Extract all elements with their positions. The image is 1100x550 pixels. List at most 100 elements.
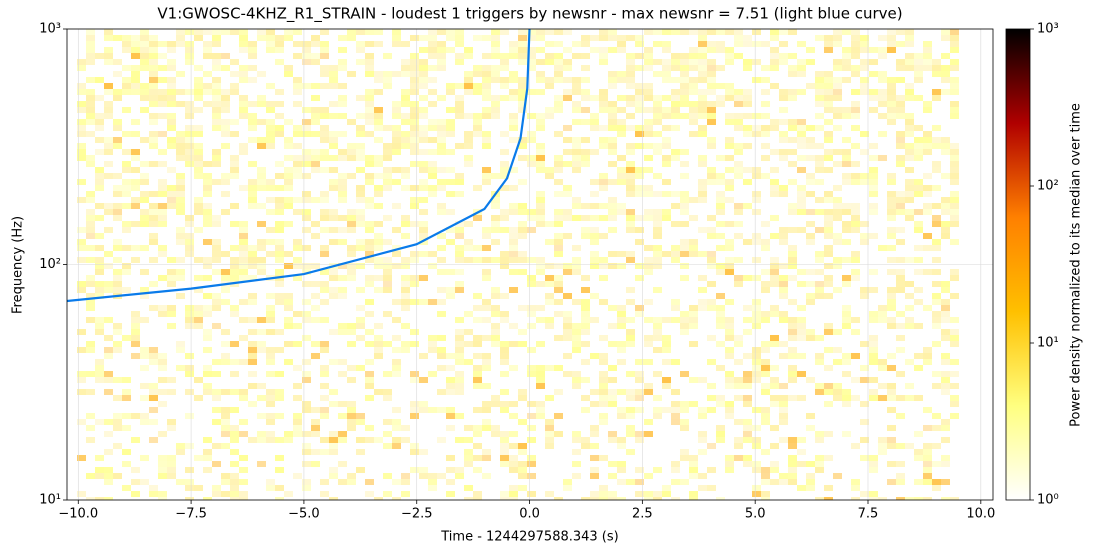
texture-cell [671, 305, 680, 311]
texture-cell [806, 293, 815, 299]
texture-cell [212, 83, 221, 89]
texture-cell [869, 287, 878, 293]
texture-cell [887, 245, 896, 251]
texture-cell [662, 383, 671, 389]
texture-cell [734, 377, 743, 383]
texture-cell [950, 269, 959, 275]
texture-cell [761, 77, 770, 83]
texture-cell [671, 257, 680, 263]
texture-cell [734, 275, 743, 281]
texture-cell [284, 317, 293, 323]
texture-cell [761, 341, 770, 347]
texture-cell [905, 95, 914, 101]
texture-cell [563, 65, 572, 71]
texture-cell [104, 497, 113, 500]
texture-cell [410, 125, 419, 131]
texture-cell [464, 341, 473, 347]
texture-cell [167, 419, 176, 425]
texture-cell [293, 209, 302, 215]
texture-cell [842, 137, 851, 143]
texture-cell [815, 461, 824, 467]
texture-cell [914, 455, 923, 461]
texture-cell [158, 275, 167, 281]
texture-cell [284, 359, 293, 365]
texture-cell [617, 41, 626, 47]
texture-cell [149, 161, 158, 167]
texture-cell [887, 119, 896, 125]
texture-cell [122, 461, 131, 467]
texture-cell [122, 449, 131, 455]
texture-cell [113, 377, 122, 383]
texture-cell [383, 257, 392, 263]
texture-cell [653, 263, 662, 269]
texture-cell [680, 449, 689, 455]
texture-cell [221, 119, 230, 125]
texture-cell [761, 497, 770, 500]
texture-cell [410, 203, 419, 209]
texture-cell [212, 323, 221, 329]
texture-cell [554, 53, 563, 59]
texture-cell [365, 89, 374, 95]
texture-cell [230, 431, 239, 437]
texture-cell [167, 41, 176, 47]
texture-cell [140, 245, 149, 251]
texture-cell [788, 317, 797, 323]
texture-cell [887, 461, 896, 467]
texture-cell [923, 101, 932, 107]
texture-cell [626, 185, 635, 191]
texture-cell [842, 431, 851, 437]
texture-cell [221, 359, 230, 365]
texture-cell [302, 443, 311, 449]
texture-cell [329, 71, 338, 77]
texture-cell [851, 221, 860, 227]
texture-cell [257, 101, 266, 107]
texture-cell [788, 323, 797, 329]
texture-cell [752, 377, 761, 383]
texture-cell [680, 407, 689, 413]
texture-cell [734, 113, 743, 119]
texture-cell [554, 281, 563, 287]
texture-cell [329, 131, 338, 137]
texture-cell [239, 227, 248, 233]
texture-cell [941, 461, 950, 467]
texture-cell [815, 95, 824, 101]
texture-cell [788, 275, 797, 281]
texture-cell [680, 401, 689, 407]
texture-cell [914, 59, 923, 65]
texture-cell [320, 47, 329, 53]
texture-cell [716, 425, 725, 431]
texture-cell [536, 71, 545, 77]
texture-cell [491, 65, 500, 71]
texture-cell [149, 95, 158, 101]
texture-cell [743, 437, 752, 443]
texture-cell [626, 329, 635, 335]
texture-cell [797, 437, 806, 443]
texture-cell [914, 143, 923, 149]
texture-cell [86, 161, 95, 167]
texture-cell [707, 443, 716, 449]
texture-cell [239, 395, 248, 401]
texture-cell [680, 173, 689, 179]
texture-cell [221, 95, 230, 101]
texture-cell [527, 455, 536, 461]
texture-cell [437, 287, 446, 293]
texture-cell [212, 257, 221, 263]
texture-cell [941, 425, 950, 431]
texture-cell [887, 107, 896, 113]
texture-cell [185, 149, 194, 155]
texture-cell [617, 389, 626, 395]
texture-cell [878, 113, 887, 119]
texture-cell [320, 227, 329, 233]
texture-cell [707, 179, 716, 185]
texture-cell [266, 179, 275, 185]
texture-cell [176, 137, 185, 143]
texture-cell [455, 353, 464, 359]
texture-cell [311, 167, 320, 173]
texture-cell [176, 293, 185, 299]
texture-cell [878, 443, 887, 449]
texture-cell [518, 221, 527, 227]
texture-cell [599, 353, 608, 359]
texture-cell [212, 461, 221, 467]
texture-cell [815, 71, 824, 77]
texture-cell [635, 191, 644, 197]
